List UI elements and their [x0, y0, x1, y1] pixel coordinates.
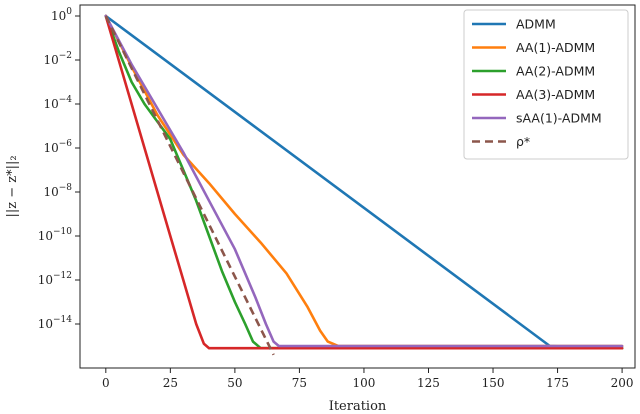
legend-label-3: AA(3)-ADMM [516, 87, 595, 102]
y-tick-label: 100 [51, 7, 72, 23]
y-tick-label: 10−6 [43, 139, 72, 155]
x-tick-label: 175 [546, 376, 569, 390]
y-tick-label: 10−8 [43, 183, 72, 199]
y-tick-label: 10−4 [43, 95, 72, 111]
plot-area-frame [79, 4, 636, 369]
x-tick-label: 125 [417, 376, 440, 390]
y-tick-label: 10−2 [43, 51, 72, 67]
x-tick-label: 75 [292, 376, 307, 390]
series-line-3 [104, 14, 624, 350]
legend-label-1: AA(1)-ADMM [516, 40, 595, 55]
x-tick-label: 25 [163, 376, 178, 390]
ticks-layer: 0 25 50 75 100 125 150 175 200 100 10−2 10−4 10−6 10−… [38, 7, 634, 390]
legend-label-5: ρ* [516, 134, 530, 149]
y-tick-label: 10−12 [38, 271, 72, 287]
series-line-4 [104, 14, 624, 348]
x-tick-label: 0 [102, 376, 110, 390]
x-tick-label: 150 [482, 376, 505, 390]
y-axis-label: ||z − z*||₂ [5, 155, 20, 217]
y-tick-label: 10−14 [38, 315, 73, 331]
x-tick-label: 100 [353, 376, 376, 390]
series-layer [104, 14, 624, 356]
legend-label-0: ADMM [516, 17, 556, 32]
legend-box [463, 9, 629, 160]
series-line-5 [104, 15, 275, 356]
x-axis-label: Iteration [329, 399, 387, 414]
series-line-2 [104, 14, 624, 350]
legend: ADMM AA(1)-ADMM AA(2)-ADMM AA(3)-ADMM sAA(1)… [463, 9, 629, 160]
x-tick-label: 50 [227, 376, 242, 390]
legend-label-4: sAA(1)-ADMM [516, 111, 602, 126]
y-tick-label: 10−10 [38, 227, 73, 243]
legend-label-2: AA(2)-ADMM [516, 64, 595, 79]
x-tick-label: 200 [611, 376, 634, 390]
